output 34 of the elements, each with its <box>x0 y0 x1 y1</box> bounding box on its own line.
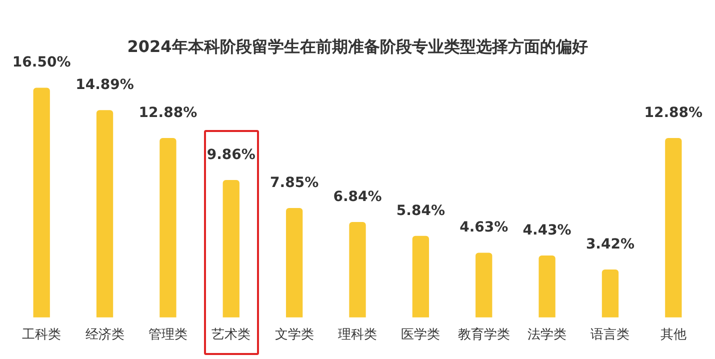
bar <box>538 255 556 318</box>
x-tick-label: 理科类 <box>338 328 377 343</box>
bar <box>476 252 492 318</box>
x-tick-label: 艺术类 <box>212 328 251 343</box>
data-label: 9.86% <box>206 146 256 163</box>
bar <box>349 222 366 318</box>
bar <box>33 88 50 318</box>
x-tick-label: 其他 <box>660 328 686 343</box>
data-label: 12.88% <box>138 105 198 122</box>
bar <box>96 110 114 318</box>
x-tick-label: 教育学类 <box>458 326 510 343</box>
data-label: 4.43% <box>522 222 572 238</box>
bar <box>222 180 240 318</box>
bar <box>602 270 619 318</box>
data-label: 3.42% <box>586 236 635 253</box>
x-tick-label: 文学类 <box>274 328 314 343</box>
bar <box>286 208 303 318</box>
chart-title: 2024年本科阶段留学生在前期准备阶段专业类型选择方面的偏好 <box>127 36 588 56</box>
bar <box>160 138 176 318</box>
data-label: 7.85% <box>270 174 319 191</box>
x-tick-label: 医学类 <box>401 328 440 343</box>
data-label: 6.84% <box>333 188 382 205</box>
x-tick-label: 经济类 <box>85 328 124 343</box>
bar <box>665 138 682 318</box>
data-label: 5.84% <box>396 202 445 219</box>
x-tick-label: 管理类 <box>148 328 188 343</box>
data-label: 12.88% <box>644 105 703 122</box>
x-tick-label: 工科类 <box>22 328 62 343</box>
data-label: 16.50% <box>12 54 71 71</box>
x-tick-label: 语言类 <box>590 326 630 343</box>
bar <box>412 236 430 318</box>
data-label: 14.89% <box>76 77 134 94</box>
x-tick-label: 法学类 <box>528 328 567 343</box>
data-label: 4.63% <box>460 220 508 236</box>
